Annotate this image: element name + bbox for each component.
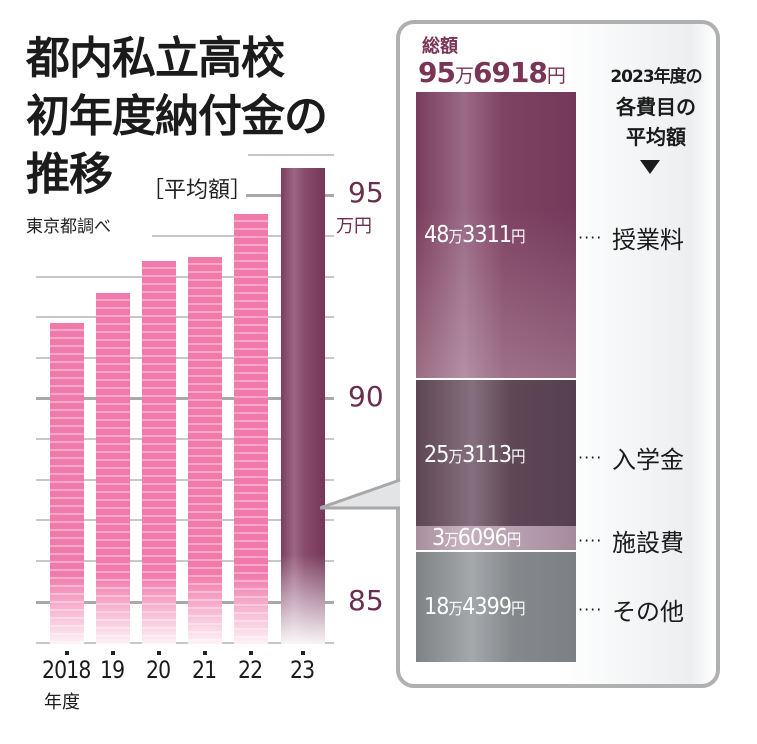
label-tuition: 授業料 (612, 226, 684, 254)
leader-dots: ···· (578, 531, 603, 550)
segment-other (416, 552, 576, 662)
gridline (36, 560, 334, 562)
x-label-2023: 23 (290, 656, 315, 684)
gridline (36, 438, 334, 440)
gridline (36, 357, 334, 359)
segment-divider (416, 378, 576, 380)
arrow-down-icon (640, 160, 660, 174)
x-label-2018: 2018 (42, 656, 91, 684)
gridline (36, 316, 334, 318)
bar-2019 (96, 293, 130, 644)
y-axis-unit: 万円 (336, 216, 372, 237)
x-axis-unit: 年度 (44, 692, 80, 713)
value-other: 18万4399円 (424, 594, 526, 620)
leader-dots: ···· (578, 448, 603, 467)
x-label-2020: 20 (146, 656, 171, 684)
y-label-90: 90 (348, 380, 384, 413)
bar-2023 (281, 168, 325, 644)
source-note: 東京都調べ (26, 217, 111, 237)
callout-pointer (320, 478, 401, 510)
x-label-2022: 22 (238, 656, 263, 684)
segment-admission (416, 380, 576, 526)
label-admission: 入学金 (612, 446, 684, 474)
bar-2022 (234, 214, 268, 644)
average-label: ［平均額］ (142, 178, 253, 203)
segment-divider (416, 550, 576, 552)
x-tick-mark (111, 651, 115, 655)
gridline (36, 519, 334, 521)
bar-2018 (50, 323, 84, 644)
x-tick-mark (65, 651, 69, 655)
x-tick-mark (157, 651, 161, 655)
total-value: 95万6918円 (418, 56, 566, 89)
label-other: その他 (612, 598, 684, 626)
x-tick-mark (249, 651, 253, 655)
chart-title: 都内私立高校 初年度納付金の 推移 (26, 30, 328, 204)
bar-2020 (142, 261, 176, 644)
gridline (248, 154, 334, 156)
x-label-2021: 21 (192, 656, 217, 684)
segment-tuition (416, 92, 576, 378)
x-label-2019: 19 (100, 656, 125, 684)
bar-2021 (188, 257, 222, 644)
gridline-90 (36, 397, 334, 400)
title-line-2: 初年度納付金の (26, 91, 328, 142)
gridline (36, 479, 334, 481)
gridline-85 (36, 601, 334, 604)
title-line-1: 都内私立高校 (26, 33, 285, 84)
value-tuition: 48万3311円 (424, 222, 526, 248)
leader-dots: ···· (578, 228, 603, 247)
y-label-85: 85 (348, 584, 384, 617)
y-label-95: 95 (348, 176, 384, 209)
value-facility: 3万6096円 (432, 525, 521, 551)
x-tick-mark (301, 651, 305, 655)
gridline (36, 642, 334, 644)
title-line-3: 推移 (26, 149, 113, 200)
total-label: 総額 (422, 36, 458, 57)
breakdown-heading: 2023年度の 各費目の 平均額 (610, 67, 702, 149)
label-facility: 施設費 (612, 529, 684, 557)
gridline (36, 276, 334, 278)
value-admission: 25万3113円 (424, 442, 526, 468)
x-tick-mark (203, 651, 207, 655)
leader-dots: ···· (578, 600, 603, 619)
segment-facility (416, 526, 576, 550)
